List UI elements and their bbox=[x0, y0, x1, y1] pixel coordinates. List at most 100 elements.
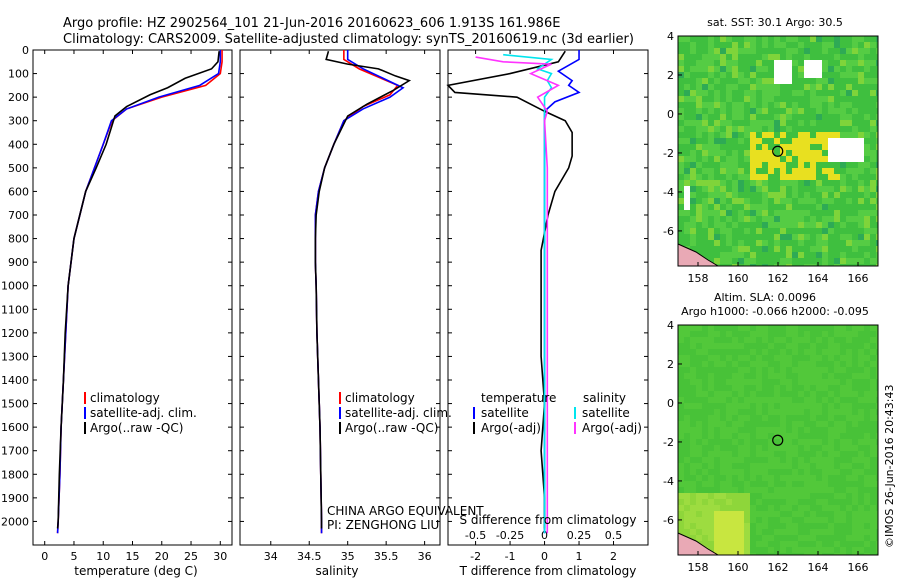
map-cell bbox=[810, 475, 816, 481]
map-cell bbox=[726, 192, 732, 198]
map-cell bbox=[696, 355, 702, 361]
map-cell bbox=[858, 397, 864, 403]
map-cell bbox=[804, 475, 810, 481]
y-tick-label: 2 bbox=[667, 69, 674, 82]
map-cell bbox=[822, 415, 828, 421]
map-cell bbox=[774, 397, 780, 403]
map-cell bbox=[780, 553, 786, 555]
map-cell bbox=[876, 108, 878, 114]
map-cell bbox=[840, 174, 846, 180]
map-cell bbox=[834, 439, 840, 445]
map-cell bbox=[678, 499, 684, 505]
map-cell bbox=[828, 96, 834, 102]
map-cell bbox=[738, 102, 744, 108]
map-cell bbox=[690, 240, 696, 246]
map-cell bbox=[696, 457, 702, 463]
map-cell bbox=[810, 529, 816, 535]
map-cell bbox=[834, 391, 840, 397]
map-cell bbox=[750, 54, 756, 60]
temperature-legend: climatology satellite-adj. clim. Argo(..… bbox=[84, 391, 197, 435]
map-cell bbox=[792, 240, 798, 246]
map-cell bbox=[732, 162, 738, 168]
map-cell bbox=[810, 385, 816, 391]
map-cell bbox=[840, 457, 846, 463]
map-cell bbox=[696, 367, 702, 373]
map-cell bbox=[768, 192, 774, 198]
x-tick-label: 34 bbox=[264, 550, 278, 563]
map-cell bbox=[768, 379, 774, 385]
map-cell bbox=[852, 198, 858, 204]
map-cell bbox=[678, 102, 684, 108]
sla-map-subtitle: Argo h1000: -0.066 h2000: -0.095 bbox=[681, 305, 869, 318]
map-cell bbox=[786, 246, 792, 252]
map-cell bbox=[696, 42, 702, 48]
legend-label-argo: Argo(..raw -QC) bbox=[90, 421, 183, 435]
map-cell bbox=[726, 186, 732, 192]
map-cell bbox=[732, 186, 738, 192]
map-cell bbox=[846, 427, 852, 433]
map-cell bbox=[864, 487, 870, 493]
map-cell bbox=[708, 132, 714, 138]
map-cell bbox=[834, 361, 840, 367]
map-cell bbox=[732, 168, 738, 174]
map-cell bbox=[846, 54, 852, 60]
map-cell bbox=[684, 168, 690, 174]
map-cell bbox=[864, 385, 870, 391]
map-cell bbox=[720, 469, 726, 475]
map-cell bbox=[858, 355, 864, 361]
map-cell bbox=[804, 54, 810, 60]
map-cell bbox=[696, 216, 702, 222]
map-cell bbox=[678, 325, 684, 331]
map-cell bbox=[852, 535, 858, 541]
map-cell bbox=[840, 132, 846, 138]
map-cell bbox=[714, 192, 720, 198]
map-cell bbox=[708, 475, 714, 481]
map-cell bbox=[840, 379, 846, 385]
map-cell bbox=[720, 66, 726, 72]
map-cell bbox=[696, 180, 702, 186]
map-cell bbox=[744, 385, 750, 391]
map-cell bbox=[750, 349, 756, 355]
map-cell bbox=[774, 343, 780, 349]
map-cell bbox=[726, 463, 732, 469]
map-cell bbox=[732, 523, 738, 529]
map-cell bbox=[714, 427, 720, 433]
map-cell bbox=[714, 84, 720, 90]
map-cell bbox=[816, 385, 822, 391]
map-cell bbox=[756, 114, 762, 120]
map-cell bbox=[780, 174, 786, 180]
map-cell bbox=[864, 361, 870, 367]
map-cell bbox=[804, 252, 810, 258]
map-cell bbox=[840, 102, 846, 108]
map-cell bbox=[726, 535, 732, 541]
map-cell bbox=[744, 331, 750, 337]
map-cell bbox=[786, 222, 792, 228]
map-cell bbox=[876, 385, 878, 391]
map-cell bbox=[696, 168, 702, 174]
map-cell bbox=[750, 487, 756, 493]
map-cell bbox=[726, 325, 732, 331]
map-cell bbox=[678, 192, 684, 198]
map-cell bbox=[702, 54, 708, 60]
map-cell bbox=[786, 499, 792, 505]
map-cell bbox=[816, 102, 822, 108]
map-cell bbox=[876, 156, 878, 162]
map-cell bbox=[780, 445, 786, 451]
map-cell bbox=[876, 457, 878, 463]
map-cell bbox=[678, 66, 684, 72]
map-cell bbox=[810, 421, 816, 427]
map-cell bbox=[744, 379, 750, 385]
map-cell bbox=[732, 337, 738, 343]
map-cell bbox=[744, 337, 750, 343]
map-cell bbox=[738, 367, 744, 373]
map-cell bbox=[822, 144, 828, 150]
map-cell bbox=[798, 499, 804, 505]
map-cell bbox=[768, 114, 774, 120]
map-cell bbox=[738, 60, 744, 66]
map-cell bbox=[732, 451, 738, 457]
map-cell bbox=[738, 168, 744, 174]
map-cell bbox=[678, 421, 684, 427]
legend-label-satellite: satellite-adj. clim. bbox=[345, 406, 452, 420]
map-cell bbox=[702, 403, 708, 409]
map-cell bbox=[834, 102, 840, 108]
